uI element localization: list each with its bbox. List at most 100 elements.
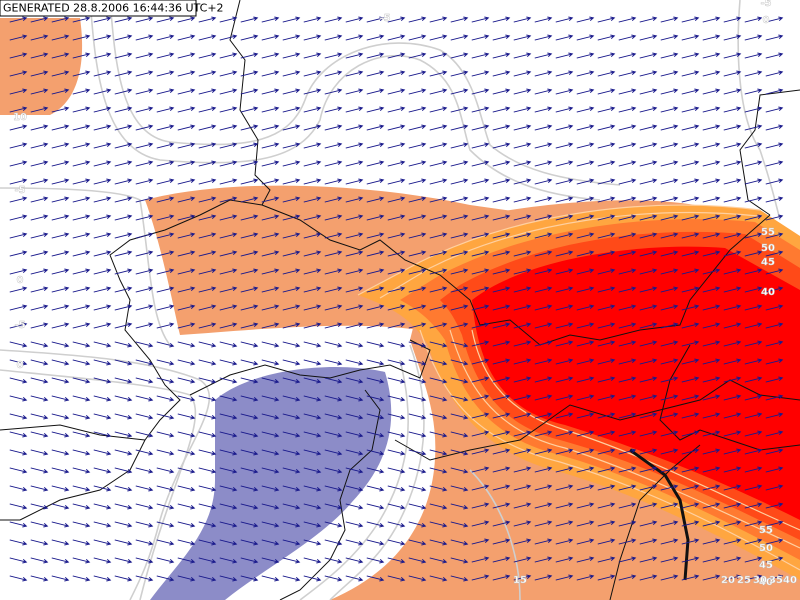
wind-arrow — [429, 124, 448, 131]
wind-arrow — [639, 268, 658, 275]
wind-arrow — [366, 304, 385, 311]
wind-arrow — [177, 124, 196, 131]
wind-arrow — [429, 503, 448, 510]
wind-arrow — [639, 322, 658, 329]
wind-arrow — [660, 34, 679, 41]
wind-arrow — [471, 322, 490, 329]
wind-arrow — [576, 124, 595, 131]
wind-arrow — [576, 448, 595, 455]
wind-arrow — [534, 142, 553, 149]
wind-arrow — [387, 322, 406, 329]
wind-arrow — [702, 214, 721, 221]
wind-arrow — [135, 322, 154, 329]
wind-arrow — [156, 268, 175, 275]
contour-label: 25 — [737, 575, 751, 586]
wind-arrow — [93, 16, 112, 23]
wind-arrow — [471, 502, 490, 509]
wind-arrow — [576, 466, 595, 473]
wind-arrow — [597, 142, 616, 149]
wind-arrow — [303, 539, 322, 546]
wind-arrow — [240, 160, 259, 167]
wind-arrow — [597, 106, 616, 113]
wind-arrow — [492, 340, 511, 347]
wind-arrow — [681, 376, 700, 383]
wind-arrow — [660, 16, 679, 23]
wind-arrow — [93, 395, 112, 402]
wind-arrow — [114, 124, 133, 131]
wind-arrow — [261, 106, 280, 113]
wind-arrow — [219, 467, 238, 474]
wind-arrow — [345, 16, 364, 23]
wind-arrow — [114, 377, 133, 384]
wind-arrow — [513, 250, 532, 257]
wind-arrow — [492, 448, 511, 455]
wind-arrow — [135, 377, 154, 384]
wind-arrow — [387, 431, 406, 438]
wind-arrow — [51, 106, 70, 113]
wind-arrow — [135, 160, 154, 167]
wind-arrow — [9, 485, 28, 492]
wind-arrow — [576, 376, 595, 383]
wind-arrow — [639, 412, 658, 419]
wind-arrow — [282, 431, 301, 438]
wind-arrow — [9, 539, 28, 546]
wind-arrow — [639, 178, 658, 185]
wind-arrow — [765, 70, 784, 77]
wind-arrow — [618, 160, 637, 167]
wind-arrow — [366, 413, 385, 420]
wind-arrow — [114, 232, 133, 239]
wind-arrow — [639, 16, 658, 23]
wind-arrow — [156, 377, 175, 384]
wind-arrow — [765, 268, 784, 275]
wind-arrow — [513, 466, 532, 473]
wind-arrow — [702, 88, 721, 95]
contour-label: 30 — [753, 575, 767, 586]
wind-arrow — [135, 88, 154, 95]
wind-arrow — [177, 521, 196, 528]
wind-arrow — [345, 268, 364, 275]
wind-arrow — [534, 160, 553, 167]
contour-label: 45 — [761, 257, 775, 268]
wind-arrow — [576, 412, 595, 419]
wind-arrow — [639, 52, 658, 59]
wind-arrow — [156, 34, 175, 41]
wind-arrow — [303, 178, 322, 185]
wind-arrow — [135, 557, 154, 564]
wind-arrow — [660, 214, 679, 221]
wind-arrow — [114, 178, 133, 185]
wind-arrow — [177, 232, 196, 239]
wind-arrow — [765, 124, 784, 131]
wind-arrow — [471, 232, 490, 239]
wind-arrow — [765, 142, 784, 149]
wind-arrow — [9, 304, 28, 311]
wind-arrow — [9, 34, 28, 41]
wind-arrow — [366, 178, 385, 185]
wind-arrow — [408, 431, 427, 438]
wind-arrow — [9, 467, 28, 474]
wind-arrow — [744, 250, 763, 257]
wind-arrow — [744, 196, 763, 203]
wind-arrow — [219, 196, 238, 203]
wind-arrow — [555, 160, 574, 167]
wind-arrow — [681, 160, 700, 167]
wind-arrow — [450, 142, 469, 149]
wind-arrow — [597, 34, 616, 41]
header-box — [0, 0, 197, 17]
wind-arrow — [597, 232, 616, 239]
wind-arrow — [534, 412, 553, 419]
wind-arrow — [345, 70, 364, 77]
wind-arrow — [429, 34, 448, 41]
wind-arrow — [408, 377, 427, 384]
wind-arrow — [135, 395, 154, 402]
wind-arrow — [576, 574, 595, 581]
wind-arrow — [135, 286, 154, 293]
wind-arrow — [135, 539, 154, 546]
front-line — [629, 448, 690, 581]
wind-arrow — [177, 539, 196, 546]
wind-arrow — [660, 250, 679, 257]
wind-arrow — [93, 503, 112, 510]
wind-arrow — [597, 376, 616, 383]
wind-arrow — [534, 304, 553, 311]
wind-arrow — [471, 214, 490, 221]
wind-arrow — [345, 286, 364, 293]
